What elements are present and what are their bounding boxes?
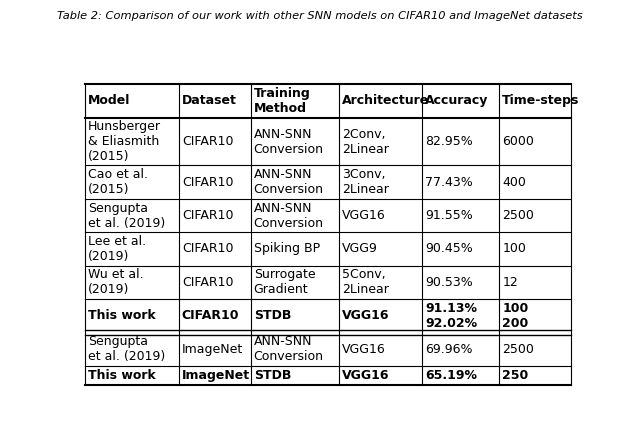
Text: 3Conv,
2Linear: 3Conv, 2Linear [342, 168, 389, 196]
Text: Wu et al.
(2019): Wu et al. (2019) [88, 268, 143, 296]
Text: 12: 12 [502, 276, 518, 289]
Text: 5Conv,
2Linear: 5Conv, 2Linear [342, 268, 389, 296]
Text: ANN-SNN
Conversion: ANN-SNN Conversion [253, 168, 324, 196]
Text: Hunsberger
& Eliasmith
(2015): Hunsberger & Eliasmith (2015) [88, 120, 161, 163]
Text: CIFAR10: CIFAR10 [182, 242, 234, 255]
Text: CIFAR10: CIFAR10 [182, 176, 234, 189]
Text: Sengupta
et al. (2019): Sengupta et al. (2019) [88, 335, 165, 363]
Text: Table 2: Comparison of our work with other SNN models on CIFAR10 and ImageNet da: Table 2: Comparison of our work with oth… [57, 11, 583, 21]
Text: CIFAR10: CIFAR10 [182, 135, 234, 148]
Text: Accuracy: Accuracy [425, 95, 488, 107]
Text: ANN-SNN
Conversion: ANN-SNN Conversion [253, 127, 324, 156]
Text: 2500: 2500 [502, 343, 534, 356]
Text: 90.45%: 90.45% [425, 242, 472, 255]
Text: ANN-SNN
Conversion: ANN-SNN Conversion [253, 201, 324, 229]
Text: ImageNet: ImageNet [182, 369, 250, 382]
Text: 69.96%: 69.96% [425, 343, 472, 356]
Text: Cao et al.
(2015): Cao et al. (2015) [88, 168, 148, 196]
Text: ImageNet: ImageNet [182, 343, 243, 356]
Text: VGG16: VGG16 [342, 309, 390, 322]
Text: Dataset: Dataset [182, 95, 237, 107]
Text: 82.95%: 82.95% [425, 135, 472, 148]
Text: Training
Method: Training Method [253, 87, 310, 115]
Text: 91.13%
92.02%: 91.13% 92.02% [425, 302, 477, 330]
Text: Sengupta
et al. (2019): Sengupta et al. (2019) [88, 201, 165, 229]
Text: CIFAR10: CIFAR10 [182, 309, 239, 322]
Text: Model: Model [88, 95, 131, 107]
Text: ANN-SNN
Conversion: ANN-SNN Conversion [253, 335, 324, 363]
Text: 2500: 2500 [502, 209, 534, 222]
Text: 91.55%: 91.55% [425, 209, 472, 222]
Text: STDB: STDB [253, 369, 291, 382]
Text: VGG16: VGG16 [342, 343, 386, 356]
Text: Time-steps: Time-steps [502, 95, 580, 107]
Text: 90.53%: 90.53% [425, 276, 472, 289]
Text: This work: This work [88, 309, 156, 322]
Text: 65.19%: 65.19% [425, 369, 477, 382]
Text: This work: This work [88, 369, 156, 382]
Text: VGG16: VGG16 [342, 369, 390, 382]
Text: Surrogate
Gradient: Surrogate Gradient [253, 268, 316, 296]
Text: Architecture: Architecture [342, 95, 429, 107]
Text: CIFAR10: CIFAR10 [182, 209, 234, 222]
Text: 100: 100 [502, 242, 526, 255]
Text: VGG16: VGG16 [342, 209, 386, 222]
Text: Spiking BP: Spiking BP [253, 242, 320, 255]
Text: VGG9: VGG9 [342, 242, 378, 255]
Text: 2Conv,
2Linear: 2Conv, 2Linear [342, 127, 389, 156]
Text: 77.43%: 77.43% [425, 176, 472, 189]
Text: STDB: STDB [253, 309, 291, 322]
Text: 250: 250 [502, 369, 529, 382]
Text: Lee et al.
(2019): Lee et al. (2019) [88, 235, 146, 263]
Text: 100
200: 100 200 [502, 302, 529, 330]
Text: CIFAR10: CIFAR10 [182, 276, 234, 289]
Text: 400: 400 [502, 176, 526, 189]
Text: 6000: 6000 [502, 135, 534, 148]
